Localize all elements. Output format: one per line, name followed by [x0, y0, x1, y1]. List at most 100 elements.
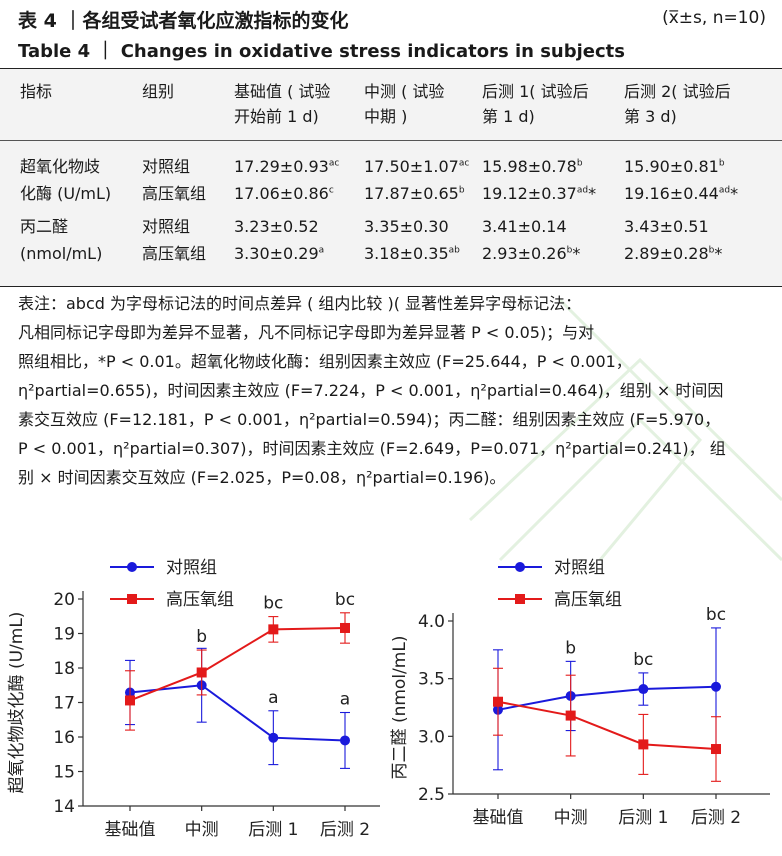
data-point — [268, 732, 279, 743]
table-footnote: 表注：abcd 为字母标记法的时间点差异 ( 组内比较 )( 显著性差异字母标记… — [18, 289, 770, 492]
cell-value: 3.30±0.29 — [234, 244, 319, 263]
footnote-line: 照组相比，*P < 0.01。超氧化物歧化酶：组别因素主效应 (F=25.644… — [18, 352, 632, 371]
series-line — [497, 685, 717, 711]
significance-label: a — [268, 688, 278, 708]
significance-label: b — [196, 627, 207, 647]
data-point — [340, 735, 350, 746]
y-tick-label: 14 — [53, 797, 75, 817]
table-header-cell: 指标 — [20, 82, 53, 101]
footnote-line: 凡相同标记字母即为差异不显著，凡不同标记字母即为差异显著 P < 0.05)；与… — [18, 323, 595, 342]
x-tick-label: 中测 — [185, 820, 219, 840]
table-header-cell: 中期 ) — [364, 107, 408, 126]
data-point — [638, 739, 649, 750]
table-cell: 3.23±0.52 — [234, 216, 319, 238]
cell-value: 17.50±1.07 — [364, 157, 459, 176]
footnote-line: 表注：abcd 为字母标记法的时间点差异 ( 组内比较 )( 显著性差异字母标记… — [18, 294, 582, 313]
cell-value: 17.29±0.93 — [234, 157, 329, 176]
y-axis-label: 丙二醛 (nmol/mL) — [390, 636, 410, 780]
series-line — [497, 700, 717, 751]
table-cell: 3.41±0.14 — [482, 216, 567, 238]
y-tick-label: 15 — [53, 763, 75, 783]
table-header-cell: 中测 ( 试验 — [364, 82, 445, 101]
cell-value: 15.98±0.78 — [482, 157, 577, 176]
table-title-en: Table 4 ｜ Changes in oxidative stress in… — [18, 41, 625, 62]
significance-label: b — [565, 638, 576, 658]
x-tick-label: 后测 2 — [691, 808, 741, 828]
footnote-line: 素交互效应 (F=12.181，P < 0.001，η²partial=0.59… — [18, 410, 721, 429]
significance-letters: b — [458, 185, 465, 196]
significance-label: bc — [335, 590, 355, 610]
footnote-line: 别 × 时间因素交互效应 (F=2.025，P=0.08，η²partial=0… — [18, 468, 506, 487]
indicator-name: (nmol/mL) — [20, 244, 103, 263]
y-tick-label: 20 — [53, 590, 75, 610]
table-title-cn: 表 4 ｜各组受试者氧化应激指标的变化 — [18, 10, 349, 32]
x-tick-label: 中测 — [554, 808, 588, 828]
table-header-cell: 开始前 1 d) — [234, 107, 319, 126]
significance-letters: b — [576, 158, 583, 169]
indicator-name: 化酶 (U/mL) — [20, 184, 112, 203]
table-cell: 17.87±0.65b — [364, 183, 465, 205]
cell-value: 19.12±0.37 — [482, 184, 577, 203]
table-header-rule — [0, 140, 782, 141]
y-tick-label: 3.5 — [418, 670, 445, 690]
chart-sod: 14 15 16 17 18 19 20 基础值 中测 后测 1 后测 2 超氧化物歧化酶 (U/mL… — [7, 558, 380, 840]
significance-asterisk: * — [714, 244, 723, 263]
significance-label: bc — [633, 650, 653, 670]
significance-letters: c — [328, 185, 334, 196]
significance-letters: ad — [576, 185, 589, 196]
cell-value: 3.23±0.52 — [234, 217, 319, 236]
legend-marker — [127, 594, 137, 604]
legend-label: 高压氧组 — [166, 590, 234, 610]
data-point — [340, 622, 350, 633]
table-header-cell: 组别 — [142, 82, 175, 101]
table-cell: 15.98±0.78b — [482, 156, 583, 178]
table-cell: 2.89±0.28b* — [624, 243, 722, 265]
significance-asterisk: * — [730, 184, 739, 203]
data-point — [565, 710, 576, 721]
series-line — [129, 684, 346, 742]
y-tick-label: 17 — [53, 694, 75, 714]
cell-value: 3.18±0.35 — [364, 244, 449, 263]
table-header-cell: 第 1 d) — [482, 107, 535, 126]
table-cell: 17.50±1.07ac — [364, 156, 469, 178]
table-cell: 19.12±0.37ad* — [482, 183, 596, 205]
significance-letters: b — [566, 245, 573, 256]
series-line — [129, 626, 346, 702]
indicator-name: 超氧化物歧 — [20, 157, 101, 176]
data-point — [711, 681, 721, 692]
significance-letters: b — [708, 245, 715, 256]
legend-label: 高压氧组 — [554, 590, 622, 610]
legend-marker — [127, 562, 137, 572]
group-name: 对照组 — [142, 157, 191, 176]
data-point — [711, 744, 721, 755]
cell-value: 3.43±0.51 — [624, 217, 709, 236]
cell-value: 17.06±0.86 — [234, 184, 329, 203]
significance-label: a — [340, 690, 350, 710]
significance-letters: ad — [718, 185, 731, 196]
legend-marker — [515, 594, 525, 604]
table-header-cell: 第 3 d) — [624, 107, 677, 126]
legend-label: 对照组 — [166, 558, 217, 578]
footnote-line: η²partial=0.655)，时间因素主效应 (F=7.224，P < 0.… — [18, 381, 724, 400]
indicator-name: 丙二醛 — [20, 217, 69, 236]
table-cell: 17.06±0.86c — [234, 183, 334, 205]
cell-value: 19.16±0.44 — [624, 184, 719, 203]
y-axis-label: 超氧化物歧化酶 (U/mL) — [7, 612, 27, 794]
significance-label: bc — [263, 594, 283, 614]
table-cell: 3.30±0.29a — [234, 243, 324, 265]
cell-value: 17.87±0.65 — [364, 184, 459, 203]
table-cell: 19.16±0.44ad* — [624, 183, 738, 205]
significance-letters: ac — [458, 158, 470, 169]
x-tick-label: 基础值 — [473, 808, 524, 828]
x-tick-label: 后测 1 — [618, 808, 668, 828]
table-cell: 17.29±0.93ac — [234, 156, 339, 178]
x-tick-label: 基础值 — [105, 820, 156, 840]
y-tick-label: 18 — [53, 659, 75, 679]
significance-letters: a — [318, 245, 325, 256]
cell-value: 15.90±0.81 — [624, 157, 719, 176]
data-point — [196, 667, 207, 678]
cell-value: 2.93±0.26 — [482, 244, 567, 263]
data-table: 指标 组别 基础值 ( 试验 开始前 1 d) 中测 ( 试验 中期 ) 后测 1( 试验后… — [0, 68, 782, 287]
table-header-cell: 后测 1( 试验后 — [482, 82, 589, 101]
